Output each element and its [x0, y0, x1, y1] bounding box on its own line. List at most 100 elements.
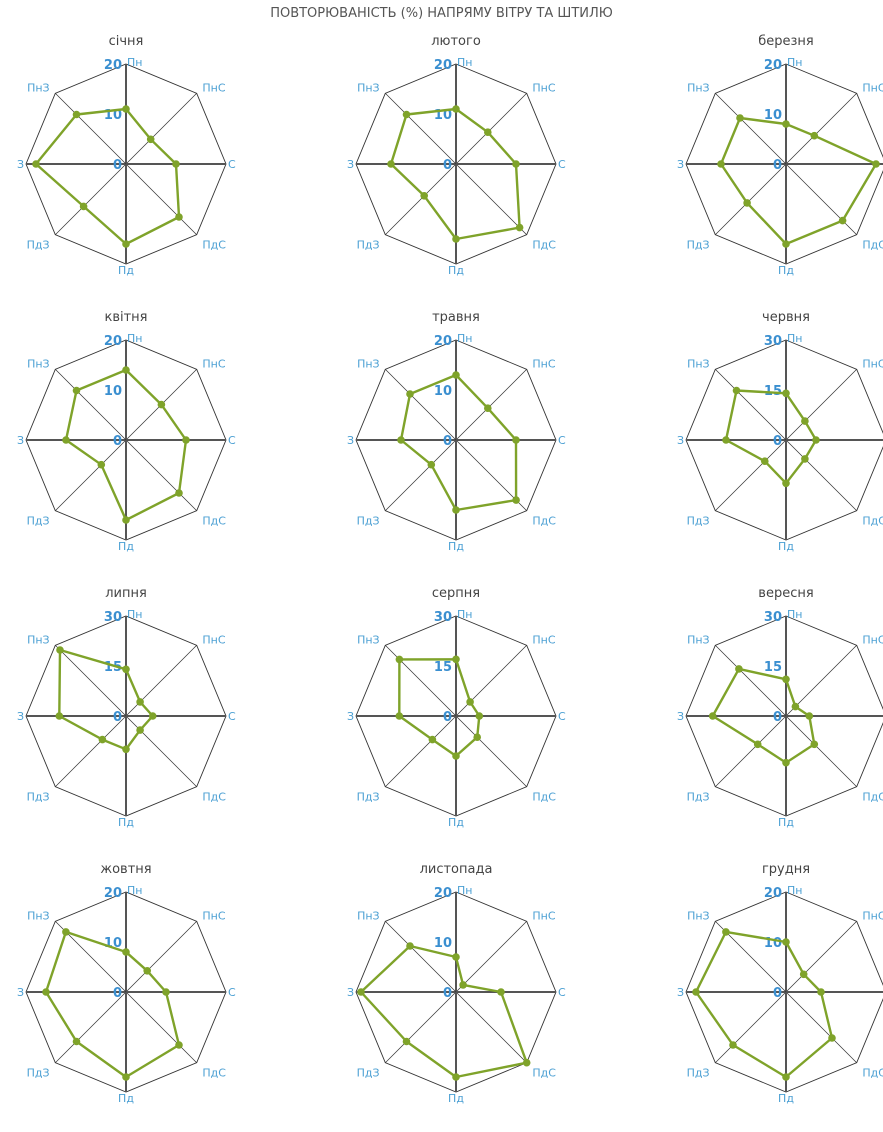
data-point[interactable] [782, 1073, 790, 1081]
data-point[interactable] [97, 460, 106, 469]
data-point[interactable] [122, 1073, 130, 1081]
data-point[interactable] [136, 726, 144, 734]
data-point[interactable] [32, 160, 40, 168]
data-point[interactable] [72, 1037, 81, 1046]
data-point[interactable] [512, 160, 520, 168]
data-point[interactable] [428, 735, 437, 744]
data-point[interactable] [736, 114, 744, 122]
data-point[interactable] [146, 135, 155, 144]
data-point[interactable] [743, 199, 751, 207]
data-point[interactable] [122, 665, 130, 674]
chart-title: вересня [758, 586, 814, 601]
data-point[interactable] [791, 702, 800, 711]
data-point[interactable] [395, 712, 404, 720]
data-point[interactable] [708, 712, 717, 720]
data-point[interactable] [817, 988, 825, 996]
data-point[interactable] [838, 216, 847, 225]
data-point[interactable] [828, 1034, 836, 1042]
data-point[interactable] [782, 120, 790, 128]
data-point[interactable] [122, 516, 130, 524]
data-point[interactable] [122, 745, 130, 754]
data-point[interactable] [420, 192, 428, 200]
data-point[interactable] [512, 436, 520, 444]
data-point[interactable] [782, 938, 790, 946]
data-point[interactable] [452, 655, 460, 664]
data-point[interactable] [122, 105, 130, 113]
data-point[interactable] [452, 752, 460, 760]
data-point[interactable] [172, 160, 180, 168]
data-point[interactable] [402, 1037, 411, 1046]
data-point[interactable] [136, 698, 144, 706]
radar-chart: квітня 20 10 0 Пн ПнС С ПдС Пд ПдЗ З ПнЗ [6, 310, 246, 580]
data-point[interactable] [872, 160, 880, 168]
data-point[interactable] [512, 496, 520, 504]
data-point[interactable] [402, 110, 411, 119]
data-point[interactable] [522, 1058, 531, 1067]
data-point[interactable] [812, 436, 820, 444]
data-point[interactable] [143, 967, 151, 975]
data-point[interactable] [452, 1073, 460, 1081]
data-point[interactable] [452, 235, 460, 243]
data-point[interactable] [182, 436, 190, 444]
data-point[interactable] [484, 404, 492, 412]
data-point[interactable] [782, 389, 790, 398]
data-point[interactable] [799, 970, 808, 979]
data-point[interactable] [473, 733, 481, 741]
data-point[interactable] [72, 386, 81, 395]
data-point[interactable] [452, 953, 460, 961]
data-point[interactable] [62, 436, 70, 444]
data-point[interactable] [395, 655, 404, 664]
data-point[interactable] [459, 981, 467, 989]
data-point[interactable] [427, 460, 436, 469]
radar-chart: березня20100ПнПнССПдСПдПдЗЗПнЗ [666, 34, 883, 304]
data-point[interactable] [55, 712, 64, 720]
data-point[interactable] [162, 988, 170, 996]
data-point[interactable] [729, 1041, 737, 1049]
data-point[interactable] [122, 240, 130, 248]
data-point[interactable] [497, 988, 505, 996]
data-point[interactable] [175, 1041, 183, 1049]
data-point[interactable] [722, 436, 730, 444]
data-point[interactable] [122, 948, 130, 956]
data-point[interactable] [810, 740, 819, 749]
data-point[interactable] [753, 740, 762, 749]
data-point[interactable] [484, 128, 492, 136]
data-point[interactable] [387, 160, 395, 168]
data-point[interactable] [452, 105, 460, 113]
data-point[interactable] [98, 735, 107, 744]
data-point[interactable] [452, 371, 460, 379]
data-point[interactable] [515, 223, 524, 232]
data-point[interactable] [406, 390, 414, 398]
data-point[interactable] [475, 712, 484, 720]
data-point[interactable] [175, 489, 183, 497]
data-point[interactable] [801, 417, 809, 425]
data-point[interactable] [122, 366, 130, 374]
data-point[interactable] [175, 213, 183, 221]
data-point[interactable] [452, 506, 460, 514]
data-point[interactable] [79, 202, 88, 211]
data-point[interactable] [801, 455, 809, 463]
data-point[interactable] [732, 386, 741, 395]
data-point[interactable] [782, 758, 790, 767]
data-point[interactable] [692, 988, 700, 996]
data-point[interactable] [722, 928, 730, 936]
data-point[interactable] [782, 479, 790, 488]
data-point[interactable] [62, 928, 70, 936]
data-point[interactable] [717, 160, 725, 168]
tick-label: 15 [764, 660, 782, 675]
data-point[interactable] [466, 698, 474, 706]
data-point[interactable] [810, 131, 819, 140]
data-point[interactable] [406, 942, 414, 950]
data-point[interactable] [148, 712, 157, 720]
data-point[interactable] [357, 988, 365, 996]
data-point[interactable] [56, 646, 64, 654]
data-point[interactable] [157, 400, 166, 409]
data-point[interactable] [397, 436, 405, 444]
data-point[interactable] [805, 712, 814, 720]
data-point[interactable] [782, 675, 790, 684]
data-point[interactable] [761, 457, 769, 465]
data-point[interactable] [735, 665, 743, 673]
data-point[interactable] [42, 988, 50, 996]
data-point[interactable] [782, 240, 790, 248]
data-point[interactable] [72, 110, 81, 119]
